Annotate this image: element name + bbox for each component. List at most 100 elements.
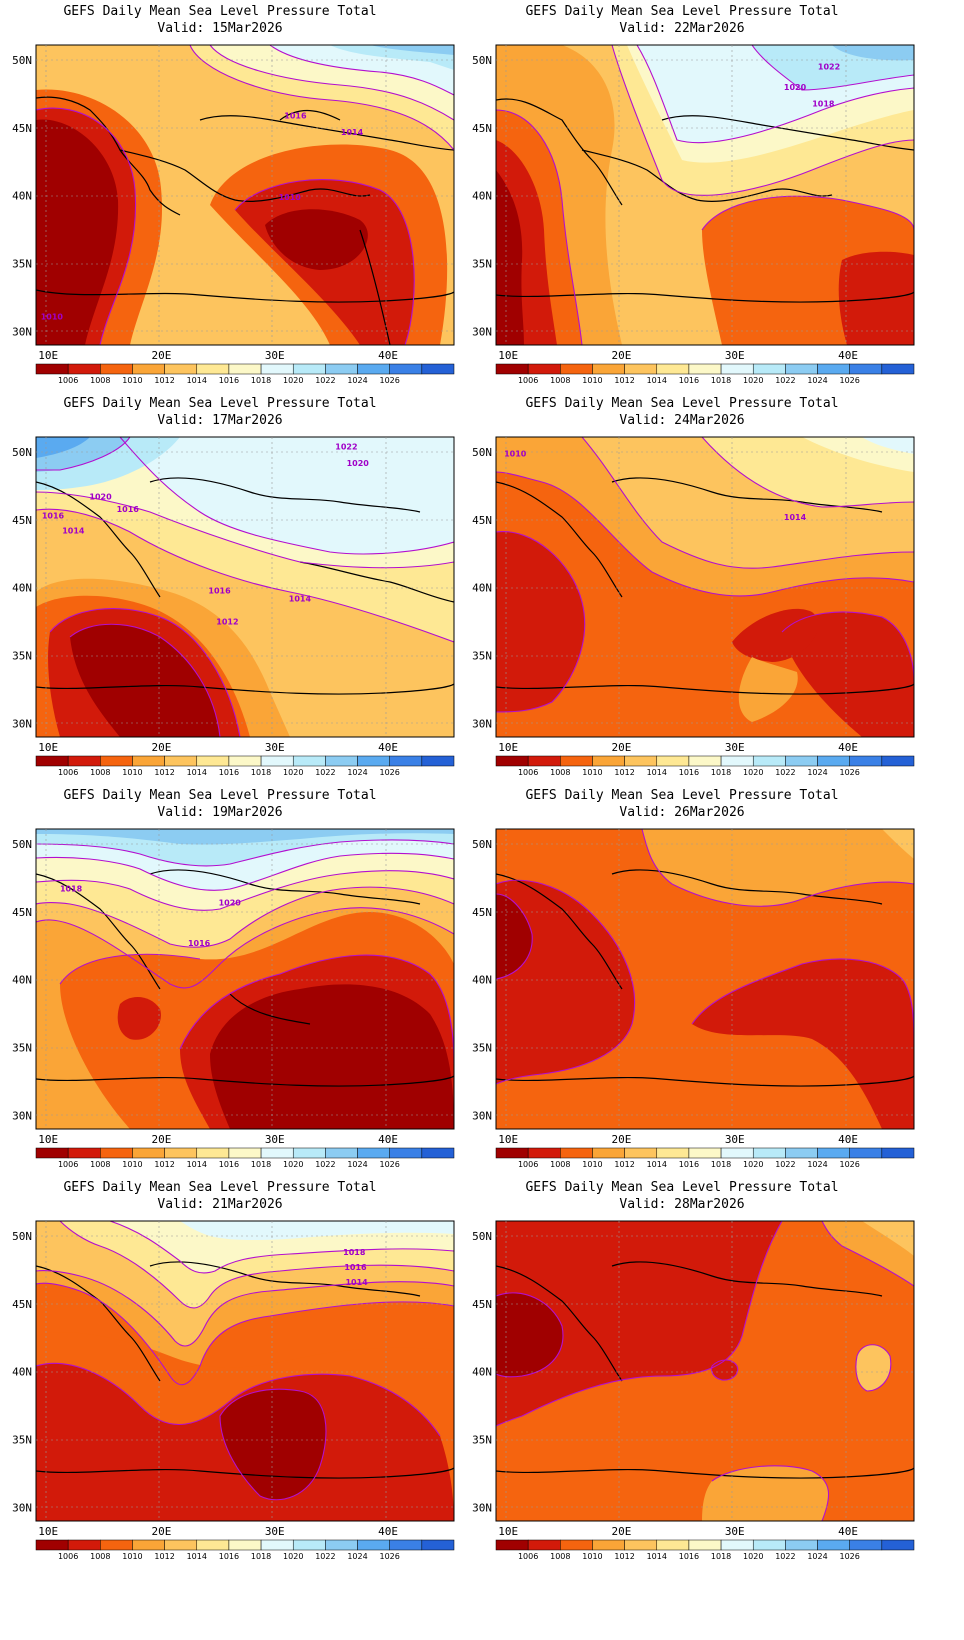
- lon-label: 20E: [152, 1133, 172, 1146]
- contour-labels: 1022 1020 1020 1016 1016 1014 1016 1014 1012: [42, 443, 369, 627]
- colorbar-label: 1012: [614, 768, 634, 777]
- colorbar-label: 1006: [518, 376, 538, 385]
- colorbar-swatch: [752, 1539, 786, 1551]
- colorbar-swatch: [688, 1539, 722, 1551]
- colorbar-swatch: [527, 1147, 561, 1159]
- lat-label: 40N: [472, 1366, 492, 1379]
- panel-title: GEFS Daily Mean Sea Level Pressure Total: [63, 1180, 377, 1195]
- colorbar-swatch: [67, 1539, 101, 1551]
- colorbar-swatch: [421, 755, 455, 767]
- latitude-labels: 50N 45N 40N 35N 30N: [12, 838, 32, 1122]
- lat-label: 50N: [12, 54, 32, 67]
- colorbar-swatch: [849, 755, 883, 767]
- map-panel: GEFS Daily Mean Sea Level Pressure Total…: [0, 392, 480, 802]
- colorbar-label: 1006: [518, 1160, 538, 1169]
- colorbar-label: 1022: [315, 768, 335, 777]
- colorbar-swatch: [624, 363, 658, 375]
- pressure-map: 50N 45N 40N 35N 30N 10E 20E 30E 40E 1022 1020 101…: [472, 44, 915, 385]
- colorbar-label: 1016: [219, 1160, 239, 1169]
- colorbar-label: 1024: [807, 1552, 827, 1561]
- lon-label: 30E: [265, 1525, 285, 1538]
- colorbar-swatch: [817, 755, 850, 767]
- lat-label: 30N: [472, 1109, 492, 1122]
- colorbar-swatch: [560, 1539, 593, 1551]
- colorbar-swatch: [656, 755, 690, 767]
- colorbar-label: 1018: [711, 376, 731, 385]
- lat-label: 35N: [472, 1042, 492, 1055]
- lat-label: 30N: [12, 325, 32, 338]
- colorbar-swatch: [292, 363, 326, 375]
- colorbar-label: 1022: [775, 1552, 795, 1561]
- panel-valid-date: Valid: 22Mar2026: [619, 21, 745, 36]
- colorbar-label: 1020: [283, 376, 303, 385]
- colorbar-label: 1026: [840, 1160, 860, 1169]
- lon-label: 40E: [838, 1525, 858, 1538]
- contour-label: 1014: [784, 513, 807, 522]
- lat-label: 50N: [472, 446, 492, 459]
- latitude-labels: 50N 45N 40N 35N 30N: [472, 446, 492, 730]
- colorbar-swatch: [389, 363, 423, 375]
- panel-title: GEFS Daily Mean Sea Level Pressure Total: [525, 1180, 839, 1195]
- colorbar-label: 1022: [315, 376, 335, 385]
- colorbar-swatch: [292, 1539, 326, 1551]
- colorbar-label: 1018: [711, 1552, 731, 1561]
- pressure-map: 50N 45N 40N 35N 30N 10E 20E 30E 40E 1010 1014 10…: [472, 436, 915, 777]
- pressure-map: 50N 45N 40N 35N 30N 10E 20E 30E 40E 1006 1008 101…: [472, 1220, 915, 1561]
- colorbar-label: 1010: [122, 1160, 142, 1169]
- colorbar-label: 1024: [347, 1160, 367, 1169]
- colorbar: 1006 1008 1010 1012 1014 1016 1018 1020 1022 1024…: [35, 1147, 455, 1169]
- lat-label: 40N: [12, 974, 32, 987]
- lat-label: 30N: [12, 1109, 32, 1122]
- longitude-labels: 10E 20E 30E 40E: [498, 1133, 858, 1146]
- colorbar-label: 1008: [550, 1160, 570, 1169]
- lon-label: 10E: [498, 1133, 518, 1146]
- contour-label: 1018: [60, 885, 83, 894]
- colorbar-swatch: [100, 755, 133, 767]
- lat-label: 50N: [12, 1230, 32, 1243]
- panel-title: GEFS Daily Mean Sea Level Pressure Total: [525, 788, 839, 803]
- colorbar-swatch: [656, 1539, 690, 1551]
- longitude-labels: 10E 20E 30E 40E: [38, 741, 398, 754]
- colorbar-swatch: [656, 363, 690, 375]
- lon-label: 20E: [152, 1525, 172, 1538]
- colorbar-label: 1016: [679, 1552, 699, 1561]
- contour-label: 1014: [341, 128, 364, 137]
- colorbar-label: 1008: [90, 1160, 110, 1169]
- lon-label: 20E: [612, 741, 632, 754]
- lon-label: 10E: [498, 349, 518, 362]
- panel-valid-date: Valid: 24Mar2026: [619, 413, 745, 428]
- lat-label: 35N: [12, 1434, 32, 1447]
- contour-label: 1010: [504, 449, 527, 458]
- colorbar-label: 1024: [347, 1552, 367, 1561]
- colorbar-label: 1008: [90, 1552, 110, 1561]
- lat-label: 45N: [472, 514, 492, 527]
- colorbar-swatch: [817, 1539, 850, 1551]
- lon-label: 40E: [378, 1133, 398, 1146]
- colorbar-swatch: [100, 363, 133, 375]
- panel-valid-date: Valid: 19Mar2026: [157, 805, 283, 820]
- colorbar-swatch: [421, 363, 455, 375]
- lon-label: 30E: [725, 741, 745, 754]
- colorbar-swatch: [592, 363, 625, 375]
- map-panel: GEFS Daily Mean Sea Level Pressure Total…: [462, 784, 942, 1194]
- lat-label: 30N: [472, 717, 492, 730]
- colorbar-label: 1006: [58, 376, 78, 385]
- colorbar-label: 1022: [315, 1160, 335, 1169]
- colorbar-label: 1016: [679, 376, 699, 385]
- colorbar-label: 1024: [807, 1160, 827, 1169]
- colorbar-swatch: [752, 363, 786, 375]
- contour-label: 1012: [216, 618, 238, 627]
- colorbar-label: 1026: [840, 376, 860, 385]
- colorbar-label: 1020: [743, 1160, 763, 1169]
- lat-label: 35N: [472, 1434, 492, 1447]
- lon-label: 40E: [378, 741, 398, 754]
- lat-label: 45N: [12, 1298, 32, 1311]
- longitude-labels: 10E 20E 30E 40E: [498, 1525, 858, 1538]
- lon-label: 40E: [838, 349, 858, 362]
- colorbar-label: 1012: [614, 376, 634, 385]
- colorbar-swatch: [720, 1539, 754, 1551]
- contour-label: 1020: [347, 459, 370, 468]
- lon-label: 40E: [838, 741, 858, 754]
